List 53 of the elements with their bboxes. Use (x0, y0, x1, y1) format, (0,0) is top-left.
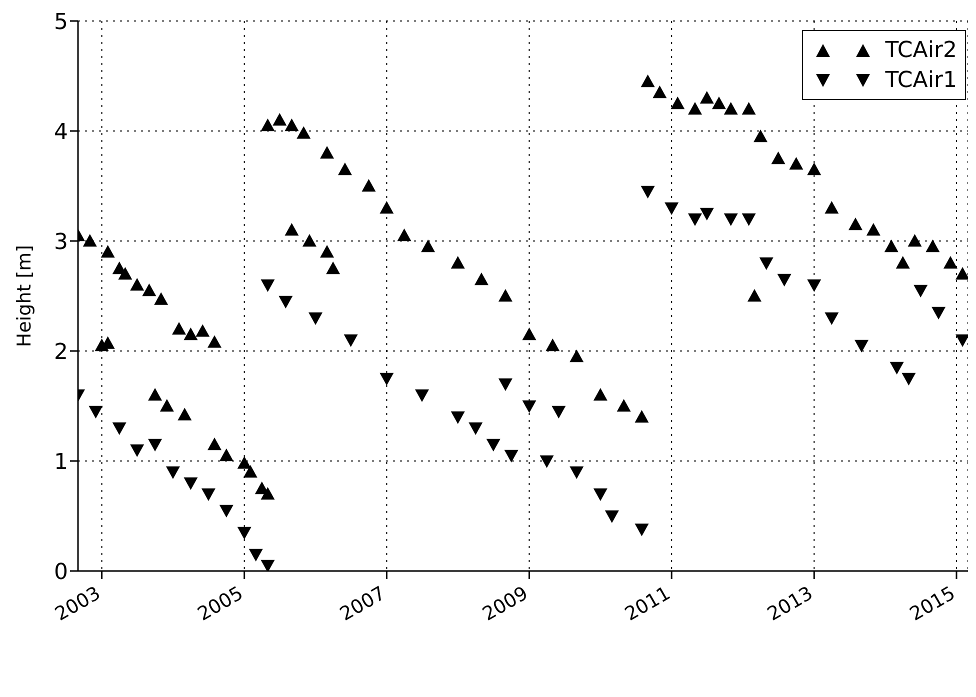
point (260, 560, 275, 571)
point (570, 466, 584, 479)
point (450, 411, 465, 424)
point (414, 389, 429, 402)
point (902, 372, 916, 386)
point (777, 274, 792, 286)
point (278, 296, 293, 308)
legend-label: TCAir2 (885, 38, 957, 62)
legend-label: TCAir1 (885, 68, 957, 92)
point (380, 372, 394, 386)
point (664, 202, 679, 215)
point (593, 488, 608, 501)
point (604, 510, 619, 523)
point (700, 208, 714, 220)
point (248, 548, 263, 562)
point (742, 213, 756, 226)
point (468, 422, 483, 435)
point (112, 422, 126, 435)
point (552, 406, 566, 418)
point (522, 400, 536, 413)
point (88, 406, 103, 418)
point (890, 362, 904, 374)
point (148, 438, 162, 452)
y-tick-label: 4 (54, 120, 68, 145)
point (486, 438, 500, 452)
point (724, 213, 738, 226)
point (260, 279, 275, 292)
point (504, 450, 518, 462)
point (498, 378, 512, 391)
point (634, 524, 649, 536)
point (308, 312, 323, 325)
point (914, 284, 928, 298)
y-tick-label: 5 (54, 10, 68, 35)
point (759, 257, 774, 270)
point (854, 340, 869, 352)
point (219, 504, 234, 518)
point (166, 466, 180, 479)
point (807, 279, 822, 292)
point (932, 306, 946, 320)
y-tick-label: 1 (54, 450, 68, 475)
point (344, 334, 358, 347)
y-tick-label: 2 (54, 340, 68, 365)
point (237, 526, 252, 540)
point (184, 477, 198, 490)
point (640, 186, 655, 198)
y-axis-title: Height [m] (14, 244, 36, 348)
point (824, 312, 839, 325)
point (688, 213, 702, 226)
y-tick-label: 3 (54, 230, 68, 255)
point (201, 488, 216, 501)
point (130, 444, 144, 457)
point (540, 455, 554, 468)
y-tick-label: 0 (54, 560, 68, 585)
